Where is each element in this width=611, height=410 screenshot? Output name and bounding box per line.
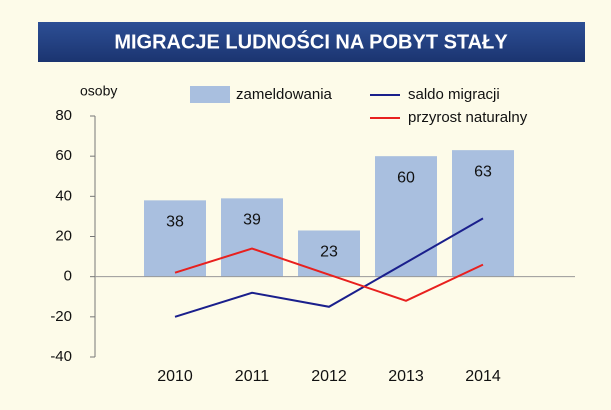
- y-tick-label: 40: [55, 187, 72, 204]
- bar: [375, 156, 437, 277]
- line: [174, 217, 484, 318]
- chart-title: MIGRACJE LUDNOŚCI NA POBYT STAŁY: [114, 29, 508, 53]
- bar-value-label: 23: [320, 244, 338, 261]
- y-axis-label: osoby: [80, 83, 117, 99]
- x-tick-label: 2010: [157, 368, 193, 385]
- y-tick-label: -40: [50, 348, 72, 365]
- bar-value-label: 60: [397, 169, 415, 186]
- bar: [452, 150, 514, 277]
- legend-label: saldo migracji: [408, 86, 500, 103]
- bar-value-label: 38: [166, 214, 184, 231]
- y-tick-label: 60: [55, 147, 72, 164]
- y-tick-label: 0: [64, 268, 72, 285]
- bar-value-label: 63: [474, 163, 492, 180]
- title-banner: [38, 22, 585, 62]
- legend-label: zameldowania: [236, 86, 333, 103]
- bar: [298, 230, 360, 277]
- bar: [221, 198, 283, 277]
- x-tick-label: 2014: [465, 368, 501, 385]
- line: [174, 247, 484, 302]
- x-tick-label: 2011: [235, 368, 270, 385]
- y-tick-label: -20: [50, 308, 72, 325]
- legend-swatch: [190, 86, 230, 103]
- bar: [144, 200, 206, 277]
- x-tick-label: 2013: [388, 368, 424, 385]
- legend-label: przyrost naturalny: [408, 109, 528, 126]
- y-tick-label: 80: [55, 107, 72, 124]
- bar-value-label: 39: [243, 212, 261, 229]
- y-tick-label: 20: [55, 227, 72, 244]
- x-tick-label: 2012: [311, 368, 347, 385]
